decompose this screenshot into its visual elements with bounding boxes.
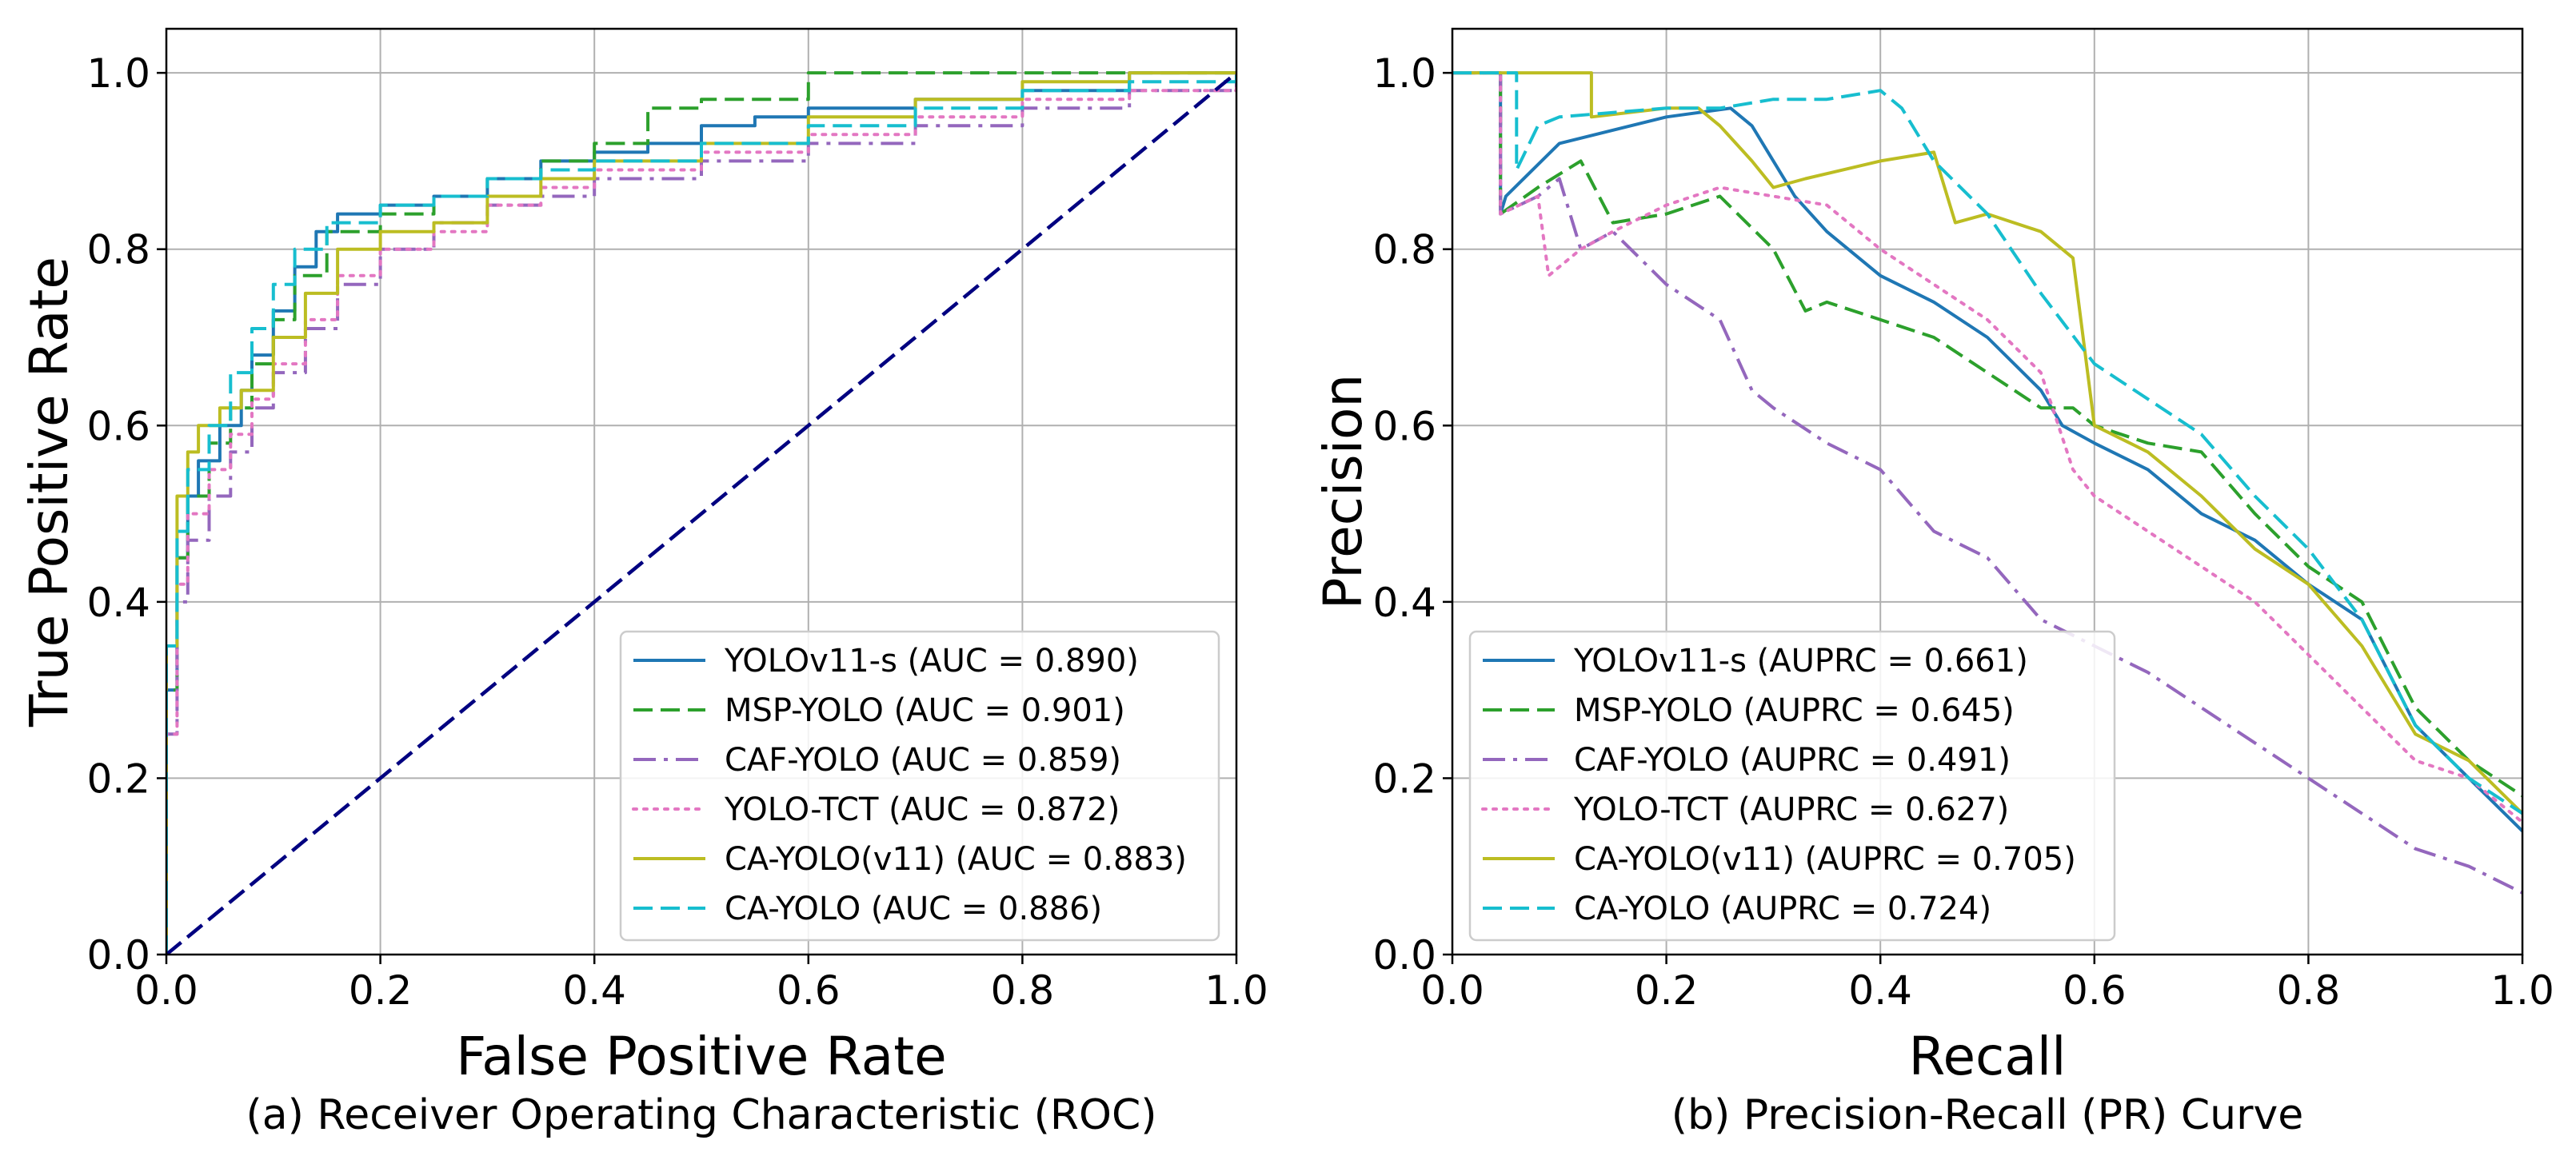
x-tick-label: 0.2 bbox=[1635, 967, 1699, 1014]
x-tick-label: 1.0 bbox=[2490, 967, 2554, 1014]
legend: YOLOv11-s (AUC = 0.890) MSP-YOLO (AUC = 0… bbox=[619, 630, 1220, 942]
x-tick-label: 0.2 bbox=[349, 967, 413, 1014]
legend-entry: CA-YOLO(v11) (AUC = 0.883) bbox=[725, 841, 1187, 878]
series-line-2 bbox=[1452, 71, 2522, 895]
series-line-3 bbox=[1452, 71, 2522, 824]
legend-box bbox=[1468, 630, 2116, 942]
x-tick-label: 0.6 bbox=[2063, 967, 2127, 1014]
y-tick-label: 0.0 bbox=[1372, 932, 1436, 979]
legend-entry: YOLOv11-s (AUC = 0.890) bbox=[724, 643, 1139, 680]
panel-caption: (a) Receiver Operating Characteristic (R… bbox=[246, 1091, 1156, 1139]
series-line-5 bbox=[1452, 71, 2522, 815]
legend-entry: CA-YOLO (AUPRC = 0.724) bbox=[1574, 891, 1991, 927]
x-axis-label: False Positive Rate bbox=[456, 1026, 946, 1087]
y-tick-label: 0.4 bbox=[86, 580, 150, 626]
x-tick-label: 0.0 bbox=[1420, 967, 1484, 1014]
legend-entry: CAF-YOLO (AUC = 0.859) bbox=[725, 742, 1121, 779]
legend-entry: MSP-YOLO (AUC = 0.901) bbox=[725, 692, 1125, 729]
roc-panel: 0.0 0.2 0.4 0.6 0.8 1.0 0.0 0.2 0.4 0.6 0.8 1.0 Fals… bbox=[18, 27, 1268, 1139]
y-tick-label: 1.0 bbox=[1372, 50, 1436, 97]
x-tick-label: 0.4 bbox=[562, 967, 626, 1014]
x-tick-label: 0.4 bbox=[1848, 967, 1912, 1014]
x-tick-label: 0.8 bbox=[991, 967, 1055, 1014]
x-axis-label: Recall bbox=[1909, 1026, 2067, 1087]
legend-entry: YOLO-TCT (AUPRC = 0.627) bbox=[1573, 791, 2009, 828]
x-tick-label: 0.6 bbox=[777, 967, 841, 1014]
legend-entry: YOLOv11-s (AUPRC = 0.661) bbox=[1573, 643, 2028, 680]
legend-entry: YOLO-TCT (AUC = 0.872) bbox=[724, 791, 1120, 828]
series-line-6 bbox=[166, 71, 1236, 955]
panel-caption: (b) Precision-Recall (PR) Curve bbox=[1671, 1091, 2304, 1139]
x-tick-label: 1.0 bbox=[1204, 967, 1268, 1014]
y-tick-label: 1.0 bbox=[86, 50, 150, 97]
x-tick-label: 0.0 bbox=[134, 967, 198, 1014]
pr-panel: 0.0 0.2 0.4 0.6 0.8 1.0 0.0 0.2 0.4 0.6 0.8 1.0 Reca… bbox=[1312, 27, 2554, 1139]
y-tick-label: 0.2 bbox=[86, 755, 150, 802]
legend-entry: CA-YOLO(v11) (AUPRC = 0.705) bbox=[1574, 841, 2076, 878]
legend-box bbox=[619, 630, 1220, 942]
plot-frame bbox=[165, 27, 1238, 956]
plot-frame bbox=[1451, 27, 2524, 956]
y-axis-label: Precision bbox=[1312, 374, 1374, 610]
legend-entry: MSP-YOLO (AUPRC = 0.645) bbox=[1574, 692, 2015, 729]
series-line-3 bbox=[166, 71, 1236, 955]
y-axis-label: True Positive Rate bbox=[18, 257, 80, 728]
legend-entry: CA-YOLO (AUC = 0.886) bbox=[725, 891, 1102, 927]
y-tick-label: 0.2 bbox=[1372, 755, 1436, 802]
y-tick-label: 0.4 bbox=[1372, 580, 1436, 626]
y-tick-label: 0.0 bbox=[86, 932, 150, 979]
y-tick-label: 0.8 bbox=[86, 227, 150, 273]
y-tick-label: 0.8 bbox=[1372, 227, 1436, 273]
series-line-1 bbox=[1452, 71, 2522, 798]
x-tick-label: 0.8 bbox=[2277, 967, 2341, 1014]
series-line-4 bbox=[166, 71, 1236, 955]
legend-entry: CAF-YOLO (AUPRC = 0.491) bbox=[1574, 742, 2011, 779]
y-tick-label: 0.6 bbox=[1372, 403, 1436, 449]
series-line-5 bbox=[166, 73, 1236, 955]
y-tick-label: 0.6 bbox=[86, 403, 150, 449]
legend: YOLOv11-s (AUPRC = 0.661) MSP-YOLO (AUPRC… bbox=[1468, 630, 2116, 942]
